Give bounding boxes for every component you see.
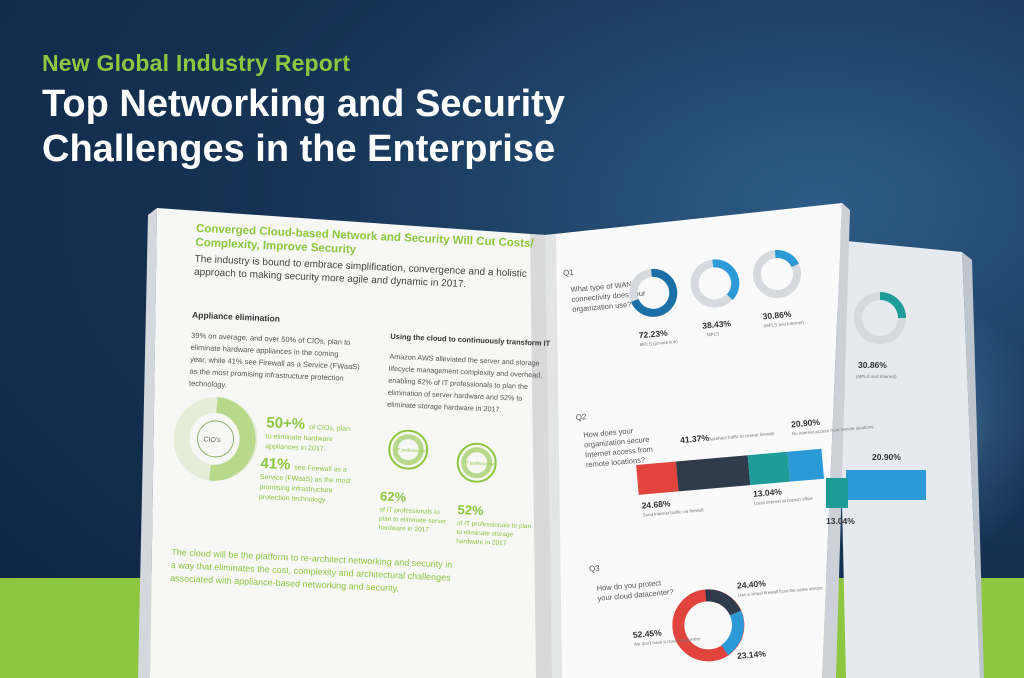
q1-donut-2-segment bbox=[712, 259, 740, 300]
q2-stat-2-value: 20.90% bbox=[791, 417, 821, 430]
col1-line-5: technology. bbox=[189, 379, 227, 390]
it-icon-2-label: IT professionals bbox=[465, 460, 498, 466]
report-title: Top Networking and Security Challenges i… bbox=[42, 82, 682, 172]
back-stat-1-label: (MPLS and Internet) bbox=[856, 374, 897, 379]
q3-donut-blue bbox=[720, 610, 744, 656]
q2-stat-4-label: Local internet at branch office bbox=[754, 496, 814, 506]
q3-donut-navy bbox=[705, 589, 741, 616]
back-stat-1-value: 30.86% bbox=[858, 360, 887, 370]
stat-52-value: 52% bbox=[457, 502, 484, 518]
q2-label: Q2 bbox=[575, 412, 587, 422]
q2-bar-segment-navy bbox=[675, 455, 751, 492]
right-page bbox=[545, 203, 842, 678]
q3-label: Q3 bbox=[589, 564, 601, 574]
stat-50-line-1: of CIOs, plan bbox=[309, 424, 350, 433]
stat-50-value: 50+% bbox=[266, 414, 306, 433]
right-page-edges bbox=[822, 203, 850, 678]
back-stat-2-value: 20.90% bbox=[872, 452, 901, 462]
q1-label: Q1 bbox=[563, 268, 575, 278]
stat-50-line-2: to eliminate hardware bbox=[266, 433, 333, 443]
stat-41-value: 41% bbox=[260, 455, 291, 473]
q1-stat-1-label: MPLS (private line) bbox=[639, 339, 678, 347]
q2-stat-3-value: 24.68% bbox=[641, 498, 671, 511]
back-donut-segment bbox=[879, 292, 906, 319]
q1-stat-2-label: MPLS bbox=[707, 331, 720, 337]
q2-stat-3-label: Send internet traffic via firewall bbox=[642, 507, 703, 517]
stat-52-line-2: to eliminate storage bbox=[456, 529, 513, 539]
q1-stat-1-value: 72.23% bbox=[638, 328, 668, 341]
it-icon-1-label: IT professionals bbox=[396, 447, 429, 453]
hero-header: New Global Industry Report Top Networkin… bbox=[42, 50, 682, 172]
q3-stat-2-label: We don't have a cloud datacenter bbox=[634, 636, 702, 647]
stat-41-line-1: see Firewall as a bbox=[294, 465, 347, 474]
q2-line-1: How does your bbox=[583, 426, 634, 439]
q3-stat-2-value: 52.45% bbox=[632, 627, 662, 640]
back-stat-3-value: 13.04% bbox=[826, 516, 855, 526]
left-page bbox=[150, 208, 552, 678]
back-page bbox=[836, 240, 980, 678]
back-page-edge bbox=[962, 252, 984, 678]
stat-41-line-4: protection technology bbox=[259, 494, 326, 504]
q2-stat-1-label: Backhaul traffic to central firewall bbox=[708, 431, 774, 442]
stat-52-line-3: hardware in 2017 bbox=[456, 538, 507, 547]
q1-stat-3-label: (MPLS and Internet) bbox=[763, 320, 804, 329]
q2-bar-segment-blue bbox=[787, 448, 825, 482]
stat-41-line-2: Service (FWaaS) as the most bbox=[260, 474, 351, 485]
stat-41-line-3: promising infrastructure bbox=[259, 484, 332, 494]
stat-50-line-3: appliances in 2017. bbox=[265, 443, 326, 453]
back-bar-teal bbox=[826, 478, 848, 508]
stat-62-line-1: of IT professionals to bbox=[379, 506, 440, 516]
spine-shadow-right bbox=[545, 234, 562, 678]
q1-donut-3-segment bbox=[774, 250, 799, 268]
q1-stat-2-value: 38.43% bbox=[702, 318, 732, 331]
it-storage-icon bbox=[456, 442, 497, 483]
q2-stat-4-value: 13.04% bbox=[753, 486, 783, 499]
stat-52-line-1: of IT professionals to plan bbox=[457, 520, 532, 530]
q2-bar-segment-red bbox=[636, 461, 679, 495]
stat-62-line-2: plan to eliminate server bbox=[379, 515, 447, 525]
cio-donut-center bbox=[197, 420, 235, 458]
q1-donut-1-segment bbox=[631, 268, 678, 317]
q3-stat-1-value: 24.40% bbox=[737, 578, 767, 591]
cio-donut-label: CIO's bbox=[203, 436, 221, 444]
col1-heading: Appliance elimination bbox=[192, 310, 280, 324]
left-page-edges bbox=[138, 208, 157, 678]
cio-donut-segment bbox=[209, 396, 256, 481]
q1-stat-3-value: 30.86% bbox=[762, 309, 792, 322]
title-line-1: Top Networking and Security bbox=[42, 83, 565, 125]
stat-62-value: 62% bbox=[380, 488, 407, 504]
it-server-icon bbox=[388, 429, 429, 470]
q2-stat-1-value: 41.37% bbox=[680, 433, 710, 446]
spine-shadow bbox=[530, 234, 552, 678]
report-subtitle: New Global Industry Report bbox=[42, 50, 351, 76]
q2-bar-segment-teal bbox=[747, 451, 791, 486]
back-bar-blue bbox=[846, 470, 926, 500]
it-server-ring bbox=[392, 434, 424, 466]
q3-stat-3-value: 23.14% bbox=[737, 648, 767, 661]
stat-62-line-3: hardware in 2017 bbox=[379, 524, 430, 533]
it-storage-ring bbox=[461, 447, 493, 479]
title-line-2: Challenges in the Enterprise bbox=[42, 128, 556, 170]
